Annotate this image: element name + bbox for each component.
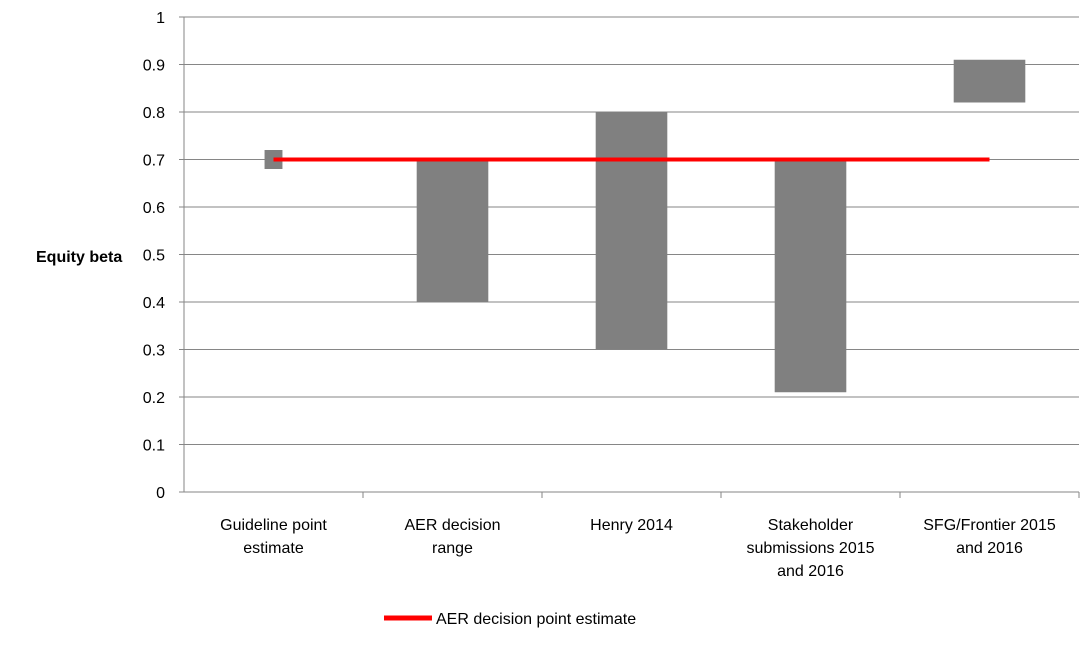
y-tick-label: 0.7 [143, 153, 165, 170]
range-bar [774, 159, 847, 393]
y-tick-label: 0.9 [143, 58, 165, 75]
y-tick-label: 0 [156, 485, 165, 502]
x-category-label: Stakeholder submissions 2015 and 2016 [746, 517, 874, 580]
legend: AER decision point estimate [384, 611, 636, 628]
y-tick-label: 0.5 [143, 248, 165, 265]
y-axis-title: Equity beta [36, 249, 122, 266]
y-tick-label: 1 [156, 10, 165, 27]
x-category-labels: Guideline point estimate AER decision range… [220, 517, 1056, 580]
x-category-label: Guideline point estimate [220, 517, 327, 557]
range-bars [264, 59, 1026, 393]
y-tick-label: 0.6 [143, 200, 165, 217]
y-tick-label: 0.3 [143, 343, 165, 360]
range-bar [953, 59, 1026, 103]
y-tick-label: 0.1 [143, 438, 165, 455]
legend-label: AER decision point estimate [436, 611, 636, 628]
x-category-label: AER decision range [404, 517, 500, 557]
x-category-label: SFG/Frontier 2015 and 2016 [923, 517, 1056, 557]
y-tick-label: 0.8 [143, 105, 165, 122]
axes [179, 16, 1080, 498]
range-bar [416, 159, 489, 302]
y-tick-labels: 0 0.1 0.2 0.3 0.4 0.5 0.6 0.7 0.8 0.9 1 [143, 10, 165, 502]
x-category-label: Henry 2014 [590, 517, 673, 534]
y-tick-label: 0.4 [143, 295, 165, 312]
y-tick-label: 0.2 [143, 390, 165, 407]
range-bar [595, 112, 668, 350]
